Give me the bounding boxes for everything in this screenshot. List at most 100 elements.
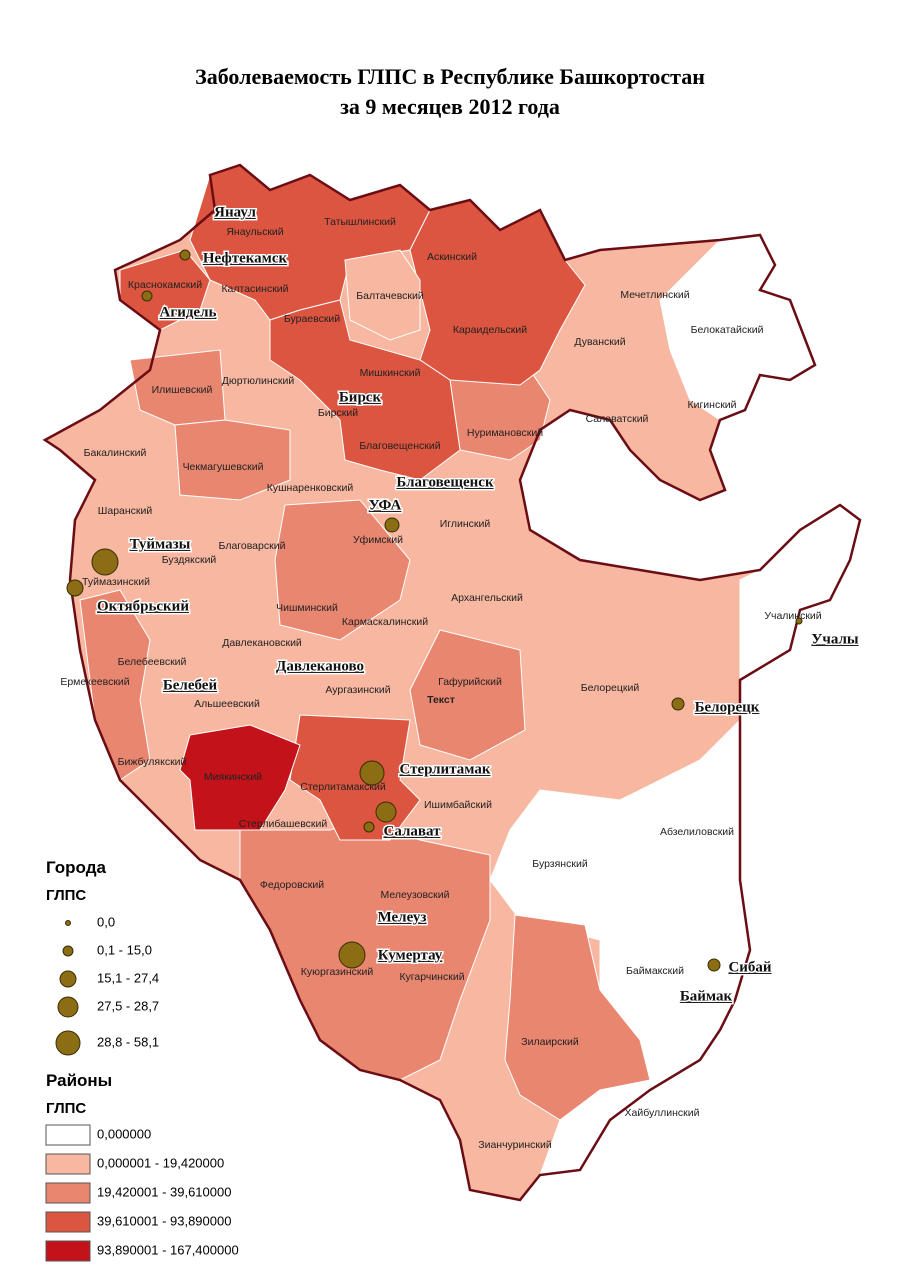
city-label: Стерлитамак: [400, 761, 491, 777]
district-label: Ермекеевский: [60, 676, 129, 688]
district-label: Стерлибашевский: [239, 818, 328, 830]
district-label: Бирский: [318, 407, 358, 419]
city-point: [375, 801, 397, 823]
legend-swatch: [45, 1211, 91, 1233]
city-point: [384, 517, 400, 533]
legend-label: 0,1 - 15,0: [97, 942, 152, 957]
district-label: Татышлинский: [324, 216, 396, 228]
district-label: Белорецкий: [581, 682, 640, 694]
city-label: Салават: [384, 823, 442, 839]
district-area: [174, 419, 291, 501]
city-point: [179, 249, 191, 261]
city-label: Туймазы: [130, 536, 191, 552]
district-label: Бакалинский: [84, 447, 147, 459]
legend-swatch: [45, 1124, 91, 1146]
district-label: Буздякский: [162, 554, 217, 566]
city-label: Октябрьский: [97, 598, 189, 614]
city-label: Янаул: [214, 204, 256, 220]
city-point: [338, 941, 366, 969]
district-label: Иглинский: [440, 518, 491, 530]
district-label: Благоварский: [219, 540, 286, 552]
city-label: УФА: [369, 497, 402, 513]
district-label: Калтасинский: [221, 283, 288, 295]
district-label: Кармаскалинский: [342, 616, 428, 628]
city-point: [795, 617, 803, 625]
city-label: Белебей: [163, 677, 218, 693]
district-label: Шаранский: [98, 505, 153, 517]
city-label: Нефтекамск: [203, 250, 288, 266]
district-label: Давлекановский: [222, 637, 302, 649]
district-label: Белокатайский: [691, 324, 764, 336]
district-area: [344, 249, 421, 341]
legend-label: 93,890001 - 167,400000: [97, 1242, 239, 1257]
district-label: Бурзянский: [532, 858, 588, 870]
legend-label: 27,5 - 28,7: [97, 998, 159, 1013]
city-point: [91, 548, 119, 576]
district-label: Чишминский: [276, 602, 338, 614]
district-label: Архангельский: [451, 592, 523, 604]
district-area: [504, 914, 651, 1121]
title-line: за 9 месяцев 2012 года: [340, 94, 560, 119]
district-label: Бижбулякский: [118, 756, 187, 768]
legend-label: 15,1 - 27,4: [97, 970, 159, 985]
legend-symbol: [59, 970, 77, 988]
city-label: Белорецк: [695, 699, 760, 715]
district-label: Мелеузовский: [380, 889, 449, 901]
legend: Города ГЛПС 0,0 0,1 - 15,0 15,1 - 27,4 27,5 -…: [45, 858, 239, 1262]
district-label: Хайбуллинский: [624, 1107, 699, 1119]
district-label: Стерлитамакский: [300, 781, 386, 793]
district-label: Бураевский: [284, 313, 340, 325]
district-label: Краснокамский: [128, 279, 202, 291]
legend-symbol: [62, 945, 74, 957]
city-point: [671, 697, 685, 711]
city-label: Мелеуз: [378, 909, 427, 925]
district-label: Кигинский: [687, 399, 736, 411]
city-label: Давлеканово: [276, 658, 364, 674]
city-label: Благовещенск: [396, 474, 494, 490]
legend-label: 0,000000: [97, 1126, 151, 1141]
district-label: Гафурийский: [438, 676, 502, 688]
district-area: [179, 724, 301, 831]
district-label: Уфимский: [353, 534, 403, 546]
district-label: Благовещенский: [359, 440, 440, 452]
city-point: [359, 760, 385, 786]
district-label: Илишевский: [152, 384, 213, 396]
city-label: Баймак: [680, 988, 733, 1004]
city-point: [707, 958, 721, 972]
legend-swatch: [45, 1240, 91, 1262]
legend-subtitle: ГЛПС: [46, 887, 86, 904]
legend-symbol: [55, 1030, 81, 1056]
map: [42, 163, 862, 1202]
district-label: Чекмагушевский: [183, 461, 264, 473]
district-label: Зилаирский: [521, 1036, 579, 1048]
city-point: [141, 290, 153, 302]
legend-swatch: [45, 1153, 91, 1175]
district-area: [409, 629, 526, 761]
district-label: Балтачевский: [356, 290, 424, 302]
district-label: Миякинский: [204, 771, 262, 783]
legend-title: Города: [46, 858, 107, 877]
city-label: Сибай: [728, 959, 771, 975]
district-label: Белебеевский: [118, 656, 187, 668]
legend-label: 39,610001 - 93,890000: [97, 1213, 231, 1228]
district-area: [274, 499, 411, 641]
district-label: Учалинский: [764, 610, 821, 622]
district-label: Аскинский: [427, 251, 477, 263]
district-label: Караидельский: [453, 324, 527, 336]
labels: Янаульский Татышлинский Аскинский Краснокам…: [60, 203, 860, 1151]
legend-symbol: [65, 920, 71, 926]
legend-title: Районы: [46, 1071, 112, 1090]
district-label: Дюртюлинский: [222, 375, 295, 387]
district-label: Салаватский: [586, 413, 649, 425]
region-border: [42, 163, 862, 1202]
map-note: Текст: [427, 694, 455, 706]
legend-label: 0,0: [97, 914, 115, 929]
legend-label: 0,000001 - 19,420000: [97, 1155, 224, 1170]
district-label: Баймакский: [626, 965, 684, 977]
city-point: [363, 821, 375, 833]
district-label: Кушнаренковский: [267, 482, 354, 494]
district-label: Янаульский: [226, 226, 283, 238]
district-area: [269, 299, 461, 481]
city-label: Агидель: [160, 304, 217, 320]
